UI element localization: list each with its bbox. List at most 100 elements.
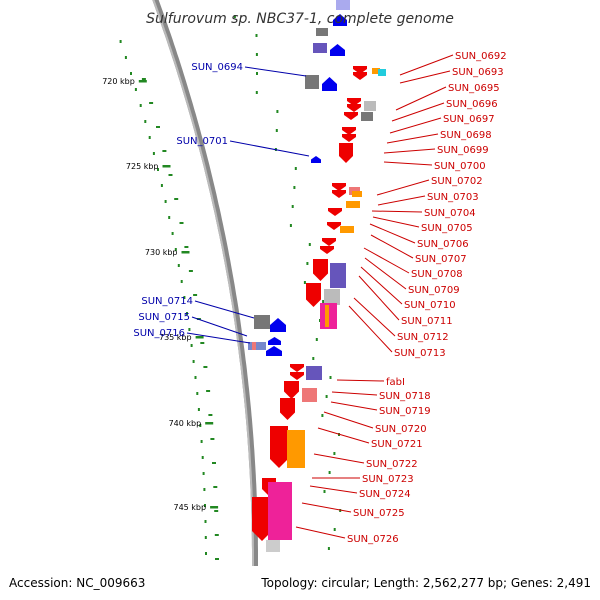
gene-label-right: SUN_0722 [366,459,418,470]
gene-label-right: SUN_0726 [347,534,399,545]
forward-gene-arrow [327,222,341,230]
gc-dash [141,78,146,80]
gc-dot [164,200,167,203]
gene-label-right: SUN_0698 [440,130,492,141]
gc-dot [202,472,205,475]
forward-gene-arrow [306,283,321,307]
gc-dot [293,186,296,189]
label-leader-line [363,247,410,274]
cog-box [378,69,386,76]
gc-dot [294,167,297,170]
label-leader-line [191,316,248,337]
gc-dot [171,232,174,235]
tick-mark [205,422,214,425]
tick-label: 740 kbp [169,419,202,428]
label-leader-line [358,275,400,321]
gene-label-right: SUN_0693 [452,67,504,78]
gc-dot [204,536,207,539]
gc-dot [124,56,127,59]
gc-dot [325,395,328,398]
gene-label-left: SUN_0715 [138,312,190,323]
accession-text: Accession: NC_009663 [9,576,145,590]
gc-dot [255,53,258,56]
label-leader-line [229,140,310,157]
gc-dot [183,296,186,299]
cog-box [266,540,280,552]
tick-mark [195,336,204,339]
gene-label-right: SUN_0719 [379,406,431,417]
label-leader-line [364,257,407,290]
gc-dash [203,366,208,368]
forward-gene-arrow [347,98,361,106]
tick-mark [162,165,171,168]
gc-dot [199,424,202,427]
forward-gene-arrow [347,104,361,112]
label-leader-line [309,485,358,494]
gc-dot [233,15,236,18]
cog-box [306,366,322,380]
gc-dot [329,376,332,379]
gene-label-right: SUN_0707 [415,254,467,265]
gc-dot [291,205,294,208]
tick-mark [181,251,190,254]
gc-dot [289,224,292,227]
gc-dot [194,376,197,379]
label-leader-line [330,401,378,411]
label-leader-line [301,502,352,513]
gc-dot [190,344,193,347]
gc-dot [276,110,279,113]
gc-dot [315,338,318,341]
label-leader-line [370,234,414,259]
gc-dash [174,198,179,200]
gene-label-right: SUN_0725 [353,508,405,519]
forward-gene-arrow [353,66,367,74]
gene-label-right: SUN_0704 [424,208,476,219]
gene-label-right: SUN_0706 [417,239,469,250]
cog-box [268,482,292,540]
gc-dash [214,510,219,512]
forward-gene-arrow [342,134,356,142]
forward-gene-arrow [290,372,304,380]
gc-dot [177,264,180,267]
gc-dot [186,312,188,315]
gene-label-right: SUN_0696 [446,99,498,110]
gc-dot [328,471,331,474]
cog-box [352,191,362,197]
gc-dash [206,390,211,392]
label-leaders [186,54,454,539]
cog-box [372,68,380,74]
reverse-gene-arrow [322,77,337,91]
gc-dot [306,262,309,265]
gene-label-right: SUN_0711 [401,316,453,327]
gc-dot [312,357,315,360]
cog-box [254,315,270,329]
forward-gene-arrow [332,183,346,191]
gc-dot [174,248,177,251]
cog-box [324,289,340,305]
forward-gene-arrow [280,398,295,420]
gc-dot [255,34,258,37]
gene-label-right: SUN_0724 [359,489,411,500]
forward-gene-arrow [322,238,336,246]
gc-dash [149,102,154,104]
topology-text: Topology: circular; Length: 2,562,277 bp… [260,576,591,590]
map-title: Sulfurovum sp. NBC37-1, complete genome [146,11,454,27]
gene-label-right: SUN_0718 [379,391,431,402]
forward-gene-arrow [313,259,328,281]
label-leader-line [194,300,255,319]
gc-dot [139,104,142,107]
gene-label-right: fabI [386,377,405,388]
gene-label-left: SUN_0694 [191,62,243,73]
gc-dash [212,462,216,464]
gc-dash [210,438,215,440]
gc-dot [333,452,336,455]
gc-dot [168,216,171,219]
forward-gene-arrow [290,364,304,372]
gc-dot [180,280,183,283]
gc-dot [144,120,147,123]
gc-dot [333,528,336,531]
reverse-gene-arrow [268,337,281,345]
label-leader-line [348,305,393,353]
gc-dash [156,126,160,128]
